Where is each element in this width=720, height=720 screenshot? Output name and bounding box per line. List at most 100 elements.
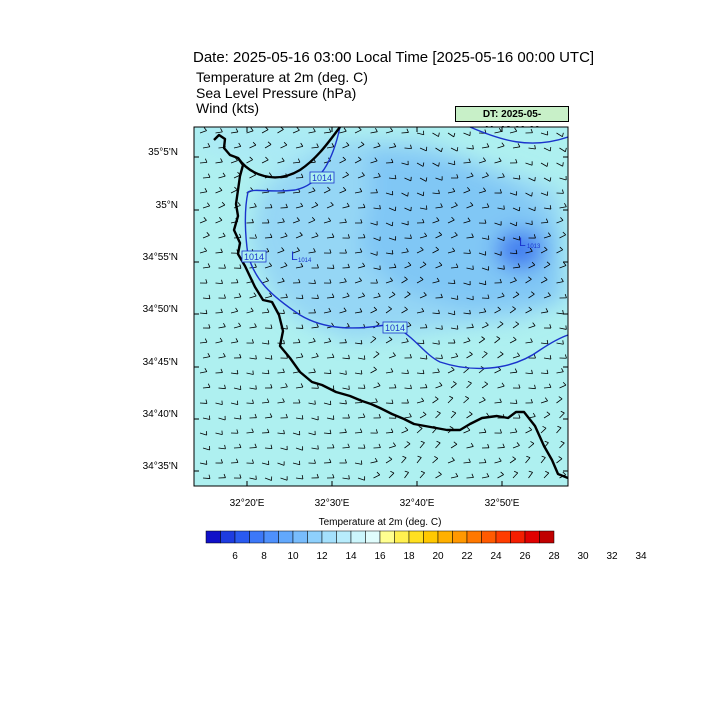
wind-barb (249, 234, 257, 239)
wind-barb (481, 321, 489, 329)
wind-barb (264, 476, 273, 481)
wind-barb (435, 410, 441, 419)
wind-barb (308, 368, 316, 374)
wind-barb (559, 176, 567, 181)
wind-barb (215, 248, 223, 254)
wind-barb (373, 443, 381, 449)
colorbar-swatch (524, 530, 540, 544)
wind-barb (556, 277, 564, 284)
wind-barb (525, 338, 533, 344)
wind-barb (370, 221, 378, 226)
wind-barb (416, 130, 425, 136)
wind-barb (308, 216, 316, 224)
wind-barb (512, 384, 521, 389)
wind-barb (295, 173, 304, 179)
wind-barb (497, 173, 505, 179)
wind-barb (199, 431, 208, 436)
wind-barb (509, 428, 518, 434)
wind-barb (370, 398, 378, 404)
colorbar-swatch (379, 530, 395, 544)
wind-barb (339, 156, 347, 164)
wind-barb (215, 217, 223, 224)
wind-barb (215, 158, 223, 164)
wind-barb (543, 232, 551, 239)
wind-barb (264, 233, 273, 239)
wind-barb (230, 400, 239, 406)
wind-barb (215, 279, 223, 284)
wind-barb (525, 306, 532, 314)
wind-barb (435, 382, 443, 389)
wind-barb (233, 322, 242, 329)
colorbar-swatch (452, 530, 468, 544)
wind-barb (215, 128, 223, 134)
wind-barb (401, 276, 408, 284)
wind-barb (450, 147, 459, 152)
wind-barb (385, 158, 394, 164)
wind-barb (199, 338, 208, 344)
wind-barb (466, 473, 474, 479)
wind-barb (385, 399, 394, 404)
wind-barb (512, 470, 519, 479)
wind-barb (354, 127, 362, 134)
wind-barb (447, 366, 455, 374)
wind-barb (450, 295, 459, 300)
wind-barb (478, 458, 487, 464)
wind-barb (230, 338, 239, 344)
colorbar-swatch (278, 530, 294, 544)
subtitle-pressure: Sea Level Pressure (hPa) (196, 85, 357, 101)
low-symbol: L (519, 235, 526, 249)
wind-barb (202, 352, 211, 359)
wind-barb (292, 217, 300, 224)
wind-barb (261, 460, 270, 466)
wind-barb (404, 206, 412, 212)
wind-barb (373, 205, 381, 210)
wind-barb (323, 186, 331, 194)
wind-barb (559, 440, 565, 449)
wind-barb (233, 415, 242, 420)
wind-barb (388, 470, 395, 479)
wind-barb (385, 191, 394, 196)
wind-barb (404, 234, 412, 239)
wind-barb (432, 189, 440, 195)
wind-barb (463, 337, 471, 344)
wind-barb (277, 277, 285, 284)
wind-barb (525, 161, 533, 166)
wind-barb (416, 426, 423, 434)
wind-barb (447, 395, 454, 404)
wind-barb (246, 127, 254, 134)
wind-barb (308, 430, 316, 436)
wind-barb (543, 261, 551, 269)
wind-barb (218, 415, 226, 421)
wind-barb (509, 277, 517, 284)
wind-barb (292, 278, 301, 284)
wind-barb (388, 384, 397, 389)
wind-barb (478, 280, 487, 286)
wind-barb (404, 384, 412, 390)
wind-barb (311, 264, 319, 269)
colorbar-swatch (510, 530, 526, 544)
lat-label: 34°55'N (142, 252, 178, 263)
wind-barb (370, 457, 378, 464)
colorbar-label: 24 (490, 551, 502, 562)
wind-barb (249, 443, 257, 449)
wind-barb (280, 203, 288, 209)
colorbar-label: 10 (287, 551, 299, 562)
wind-barb (463, 131, 471, 137)
lat-label: 34°50'N (142, 304, 178, 315)
wind-barb (463, 427, 471, 434)
wind-barb (326, 293, 335, 299)
wind-barb (543, 324, 552, 329)
wind-barb (447, 132, 456, 138)
wind-barb (463, 249, 471, 254)
wind-barb (525, 276, 532, 284)
axis-ticks (194, 127, 568, 486)
wind-barb (311, 201, 319, 209)
wind-barb (261, 277, 269, 284)
wind-barb (481, 294, 490, 299)
wind-barb (432, 340, 440, 345)
wind-barb (447, 247, 456, 254)
wind-barb (326, 264, 335, 269)
wind-barb (463, 187, 471, 194)
wind-barb (342, 202, 350, 209)
wind-barb (311, 323, 319, 329)
